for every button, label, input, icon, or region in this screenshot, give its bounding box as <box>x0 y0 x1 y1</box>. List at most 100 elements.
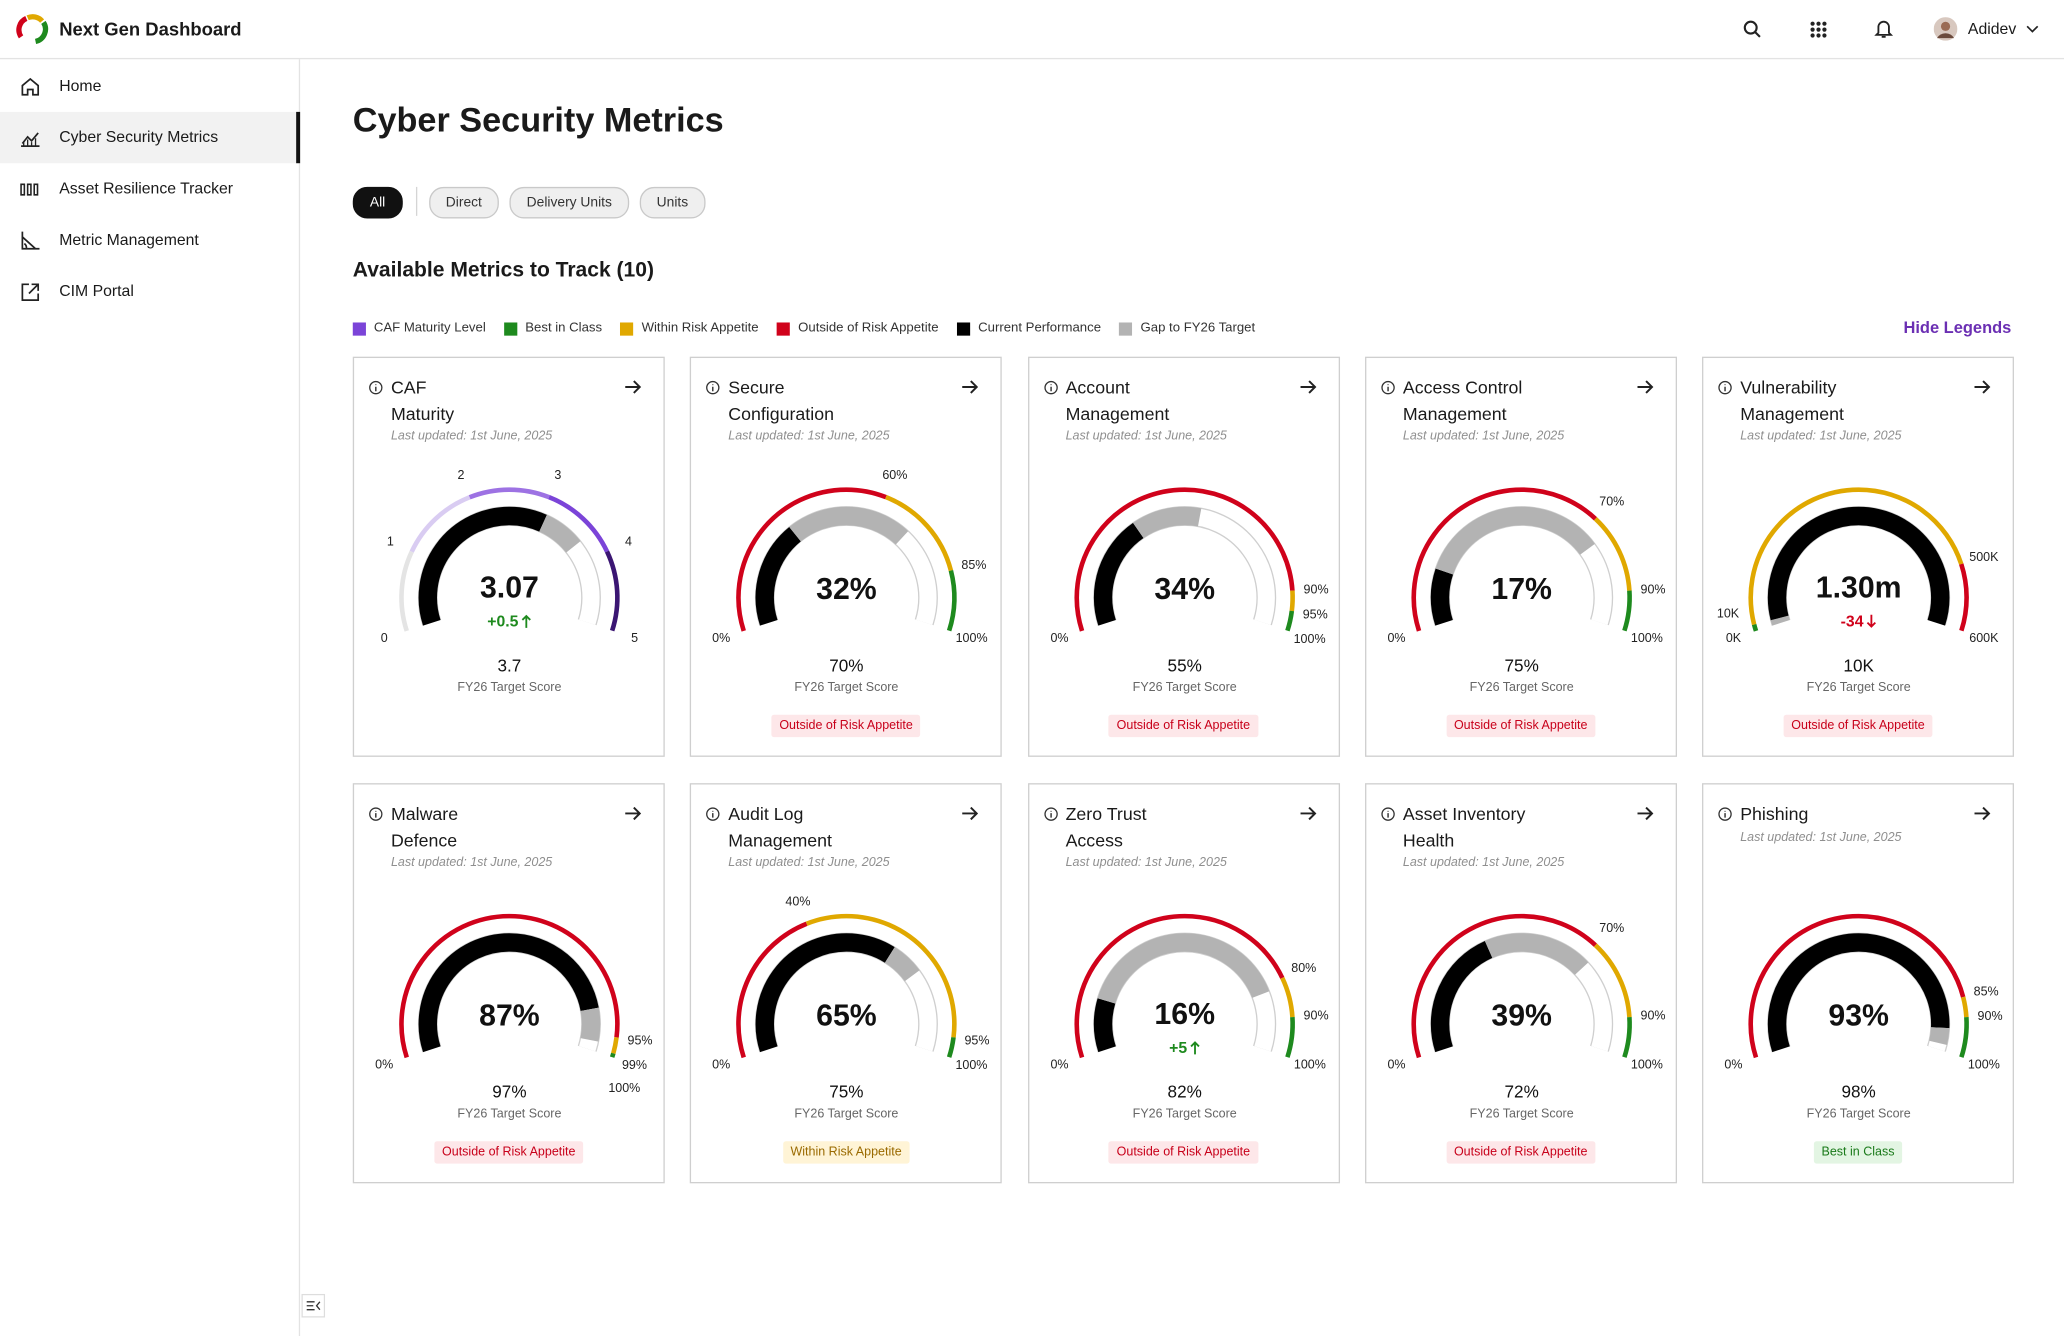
nav-icon <box>21 131 40 147</box>
gauge-chart: 0% 95% 99% 100% 87% 97% FY26 Target Score <box>375 913 653 1121</box>
info-icon[interactable] <box>1381 380 1395 395</box>
app-title: Next Gen Dashboard <box>59 18 242 40</box>
bell-icon[interactable] <box>1874 18 1893 39</box>
legend-item: Within Risk Appetite <box>620 321 759 336</box>
search-icon[interactable] <box>1743 20 1761 38</box>
metric-card[interactable]: CAF Maturity Last updated: 1st June, 2025 0… <box>352 356 665 757</box>
open-arrow[interactable] <box>1299 804 1317 822</box>
gauge-chart: 0% 80% 90% 100% 16% +5 82% FY26 Target Score <box>1050 913 1328 1121</box>
current-arc <box>1093 933 1275 1053</box>
gauge-chart: 0% 40% 95% 100% 65% 75% FY26 Target Score <box>712 895 989 1121</box>
open-arrow[interactable] <box>961 804 979 822</box>
gauge-tick-label: 90% <box>1978 1009 2003 1023</box>
legend-label: CAF Maturity Level <box>373 321 486 336</box>
metric-card[interactable]: Access Control Management Last updated: 1s… <box>1364 356 1677 757</box>
target-caption: FY26 Target Score <box>1132 680 1236 694</box>
info-icon[interactable] <box>706 380 720 395</box>
card-title: Zero Trust Access Last updated: 1st June, … <box>1066 802 1227 873</box>
nav-label: Asset Resilience Tracker <box>59 179 234 198</box>
target-caption: FY26 Target Score <box>457 680 561 694</box>
card-title: Secure Configuration Last updated: 1st Jun… <box>728 375 889 446</box>
filter-pill[interactable]: Delivery Units <box>509 187 630 219</box>
gauge-tick-label: 90% <box>1640 582 1665 596</box>
info-icon[interactable] <box>1043 807 1058 821</box>
open-arrow[interactable] <box>1973 378 1991 396</box>
card-title-line: Management <box>1065 403 1170 424</box>
open-arrow[interactable] <box>961 378 979 396</box>
open-arrow[interactable] <box>1299 378 1317 396</box>
gauge-value: 17% <box>1491 573 1552 606</box>
legend-label: Outside of Risk Appetite <box>798 321 939 336</box>
legend-label: Gap to FY26 Target <box>1140 321 1256 336</box>
last-updated: Last updated: 1st June, 2025 <box>1402 855 1565 871</box>
gauge-value: 32% <box>816 573 877 606</box>
filter-pill[interactable]: Units <box>639 187 706 219</box>
nav-item[interactable]: Home <box>0 60 300 111</box>
change-arrow <box>1866 614 1876 628</box>
open-arrow[interactable] <box>1636 378 1654 396</box>
filter-pill[interactable]: Direct <box>428 187 500 219</box>
collapse-button[interactable] <box>301 1293 326 1318</box>
metric-card[interactable]: Malware Defence Last updated: 1st June, 20… <box>352 783 665 1184</box>
info-icon[interactable] <box>369 380 383 395</box>
avatar[interactable] <box>1933 17 1958 41</box>
gauge-band <box>1073 913 1295 1059</box>
status-badge: Outside of Risk Appetite <box>1783 714 1933 738</box>
gauge-value: 87% <box>479 999 540 1032</box>
open-arrow[interactable] <box>624 804 642 822</box>
metric-card[interactable]: Phishing Last updated: 1st June, 2025 0% 85… <box>1702 783 2014 1184</box>
info-icon[interactable] <box>706 807 720 821</box>
legend-item: Gap to FY26 Target <box>1119 321 1256 336</box>
open-arrow[interactable] <box>1973 804 1991 822</box>
card-title-line: Asset Inventory <box>1402 804 1526 824</box>
current-arc <box>418 506 601 626</box>
info-icon[interactable] <box>369 807 383 821</box>
metric-card[interactable]: Vulnerability Management Last updated: 1st… <box>1702 356 2014 757</box>
nav-item[interactable]: Cyber Security Metrics <box>0 111 301 163</box>
target-caption: FY26 Target Score <box>457 1107 561 1121</box>
gauge-tick-label: 90% <box>1640 1009 1665 1023</box>
apps-icon[interactable] <box>1810 21 1827 38</box>
user-name[interactable]: Adidev <box>1967 19 2017 39</box>
logo <box>16 14 49 45</box>
hide-legends[interactable]: Hide Legends <box>1903 318 2012 337</box>
nav-item[interactable]: Metric Management <box>0 214 300 265</box>
legend-swatch <box>504 321 518 335</box>
gauge-band <box>1411 487 1632 632</box>
gauge-band <box>1748 487 1969 632</box>
gauge-band <box>736 913 957 1059</box>
nav-item[interactable]: Asset Resilience Tracker <box>0 163 300 214</box>
gauge-tick-label: 70% <box>1599 495 1624 509</box>
status-badge: Within Risk Appetite <box>782 1141 910 1164</box>
metric-card[interactable]: Audit Log Management Last updated: 1st Jun… <box>690 783 1003 1184</box>
card-title-line: Management <box>1740 403 1844 424</box>
metric-card[interactable]: Zero Trust Access Last updated: 1st June, … <box>1027 783 1340 1184</box>
metric-card[interactable]: Asset Inventory Health Last updated: 1st J… <box>1364 783 1677 1184</box>
metric-card[interactable]: Account Management Last updated: 1st June,… <box>1027 356 1340 757</box>
target-value: 82% <box>1167 1083 1201 1102</box>
filter-pill[interactable]: All <box>352 187 403 219</box>
card-title-line: Zero Trust <box>1065 804 1147 824</box>
gauge-tick-label: 100% <box>1968 1058 2000 1072</box>
gauge-tick-label: 70% <box>1599 921 1624 935</box>
gauge-tick-label: 0% <box>1724 1058 1742 1072</box>
card-title-line: CAF <box>390 377 427 398</box>
metric-card[interactable]: Secure Configuration Last updated: 1st Jun… <box>690 356 1003 757</box>
info-icon[interactable] <box>1718 380 1732 395</box>
open-arrow[interactable] <box>1636 804 1654 822</box>
card-title: Audit Log Management Last updated: 1st Jun… <box>728 802 889 873</box>
nav-label: Home <box>59 76 102 95</box>
info-icon[interactable] <box>1381 807 1395 821</box>
card-title-line: Configuration <box>728 403 834 424</box>
open-arrow[interactable] <box>624 378 642 396</box>
sidebar: Home Cyber Security Metrics Asset Resilien… <box>0 59 301 1336</box>
info-icon[interactable] <box>1043 380 1058 395</box>
gauge-tick-label: 0K <box>1726 631 1742 645</box>
info-icon[interactable] <box>1718 807 1732 821</box>
nav-item[interactable]: CIM Portal <box>0 265 300 316</box>
chevron[interactable] <box>2026 24 2039 35</box>
gap-arc <box>755 506 938 626</box>
target-caption: FY26 Target Score <box>1469 680 1573 694</box>
gauge-tick-label: 0% <box>1050 1058 1068 1072</box>
